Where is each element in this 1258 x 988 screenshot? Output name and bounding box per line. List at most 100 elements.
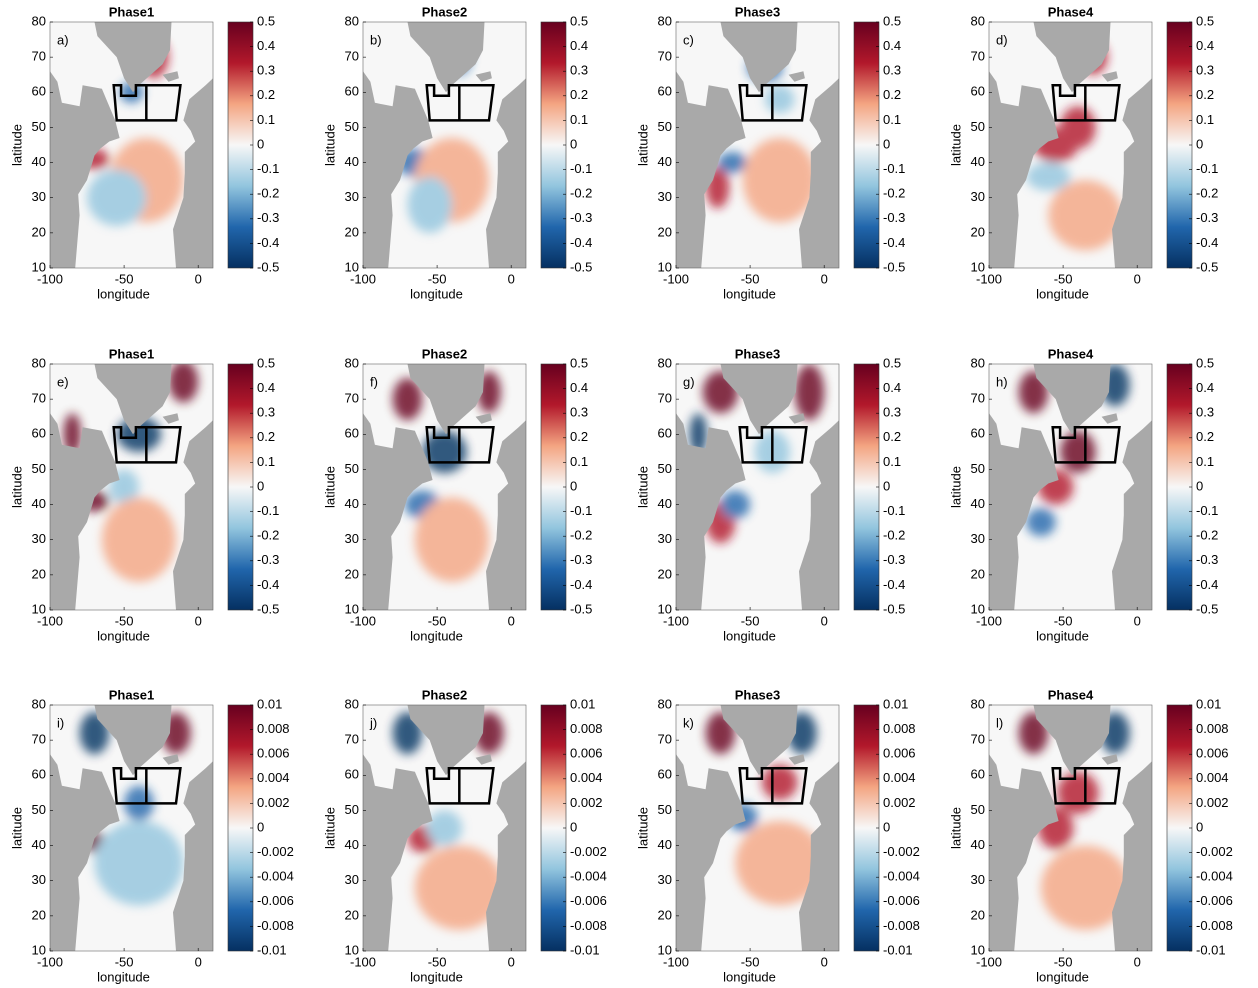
y-tick-label: 50 — [658, 461, 672, 476]
panel-label: f) — [370, 374, 378, 389]
y-tick-label: 60 — [32, 426, 46, 441]
land — [486, 78, 526, 268]
land — [94, 364, 172, 435]
x-tick-label: -50 — [1054, 271, 1073, 286]
colorbar-tick-label: 0.008 — [883, 721, 916, 736]
y-tick-label: 80 — [345, 355, 359, 370]
x-tick-label: -50 — [115, 613, 134, 628]
colorbar-tick-label: -0.1 — [1196, 161, 1218, 176]
colorbar-tick-label: 0.2 — [257, 87, 275, 102]
y-axis-label: latitude — [948, 124, 963, 166]
y-tick-label: 60 — [345, 84, 359, 99]
anomaly-blob — [1026, 508, 1056, 537]
y-tick-label: 50 — [32, 802, 46, 817]
land — [475, 71, 492, 82]
y-tick-label: 70 — [345, 732, 359, 747]
panel-title: Phase1 — [109, 4, 155, 19]
y-tick-label: 50 — [32, 119, 46, 134]
land — [173, 78, 213, 268]
x-tick-label: -50 — [741, 954, 760, 969]
y-tick-label: 60 — [32, 767, 46, 782]
y-tick-label: 50 — [658, 802, 672, 817]
y-tick-label: 20 — [345, 566, 359, 581]
y-tick-label: 40 — [971, 837, 985, 852]
land — [94, 22, 172, 93]
y-tick-label: 10 — [345, 942, 359, 957]
y-tick-label: 20 — [658, 224, 672, 239]
colorbar-tick-label: 0.2 — [570, 87, 588, 102]
colorbar-tick-label: -0.2 — [883, 528, 905, 543]
anomaly-blob — [414, 497, 489, 582]
y-tick-label: 80 — [32, 696, 46, 711]
map-panel: Phase4 h) 10 20 30 40 50 60 70 80 -100 -50 0 longitud… — [948, 346, 1218, 643]
region-box — [738, 84, 808, 122]
y-tick-label: 60 — [971, 84, 985, 99]
panel-label: c) — [683, 32, 694, 47]
colorbar-tick-label: -0.1 — [1196, 503, 1218, 518]
colorbar-tick-label: -0.5 — [883, 601, 905, 616]
land — [989, 754, 1059, 951]
map-panel: Phase1 e) 10 20 30 40 50 60 70 80 -100 -50 0 longitud… — [9, 346, 279, 643]
colorbar-tick-label: -0.3 — [1196, 210, 1218, 225]
colorbar-tick-label: 0 — [883, 136, 890, 151]
axes-frame — [675, 363, 840, 611]
x-tick-label: -100 — [663, 613, 689, 628]
axes-frame — [49, 704, 214, 952]
colorbar-tick-label: 0.3 — [883, 63, 901, 78]
colorbar-tick-label: 0.5 — [1196, 13, 1214, 28]
y-tick-label: 30 — [971, 872, 985, 887]
map-area — [676, 364, 839, 610]
map-panel: Phase1 i) 10 20 30 40 50 60 70 80 -100 -50 0 longitud… — [9, 687, 293, 984]
colorbar-tick-label: 0.008 — [1196, 721, 1229, 736]
land — [788, 754, 805, 765]
y-tick-label: 70 — [971, 391, 985, 406]
colorbar-tick-label: 0.3 — [257, 405, 275, 420]
y-axis-label: latitude — [322, 124, 337, 166]
colorbar-tick-label: -0.006 — [257, 893, 294, 908]
x-axis-label: longitude — [723, 286, 776, 301]
colorbar-tick-label: -0.2 — [570, 186, 592, 201]
x-axis-label: longitude — [1036, 286, 1089, 301]
colorbar-tick-label: -0.008 — [883, 918, 920, 933]
y-tick-label: 30 — [32, 872, 46, 887]
axes-frame — [988, 704, 1153, 952]
panel-label: e) — [57, 374, 69, 389]
colorbar-tick-label: -0.5 — [883, 259, 905, 274]
land — [676, 754, 746, 951]
axes-frame — [49, 363, 214, 611]
colorbar-tick-label: 0.01 — [883, 696, 908, 711]
colorbar-tick-label: 0.4 — [883, 38, 901, 53]
colorbar-tick-label: 0.3 — [1196, 63, 1214, 78]
y-axis-label: latitude — [9, 124, 24, 166]
region-box — [1051, 767, 1121, 805]
x-tick-label: -100 — [37, 954, 63, 969]
x-axis-label: longitude — [410, 628, 463, 643]
colorbar-tick-label: 0 — [570, 819, 577, 834]
colorbar-tick-label: 0 — [1196, 819, 1203, 834]
colorbar-tick-label: -0.1 — [257, 503, 279, 518]
anomaly-blob — [1040, 845, 1130, 930]
anomaly-blob — [1060, 106, 1096, 149]
anomaly-blob — [735, 820, 825, 906]
colorbar-tick-label: 0.5 — [257, 13, 275, 28]
map-panel: Phase2 f) 10 20 30 40 50 60 70 80 -100 -50 0 longitud… — [322, 346, 592, 643]
land — [407, 705, 485, 776]
colorbar-tick-label: 0.5 — [883, 13, 901, 28]
x-tick-label: 0 — [195, 271, 202, 286]
colorbar-tick-label: 0.004 — [1196, 770, 1229, 785]
colorbar-tick-label: 0.1 — [257, 112, 275, 127]
x-tick-label: 0 — [1134, 271, 1141, 286]
colorbar-tick-label: 0.002 — [257, 795, 290, 810]
region-box — [112, 426, 182, 464]
colorbar-tick-label: -0.002 — [883, 844, 920, 859]
colorbar-tick-label: 0.002 — [570, 795, 603, 810]
y-tick-label: 20 — [971, 566, 985, 581]
panel-label: k) — [683, 715, 694, 730]
colorbar-tick-label: -0.006 — [1196, 893, 1233, 908]
colorbar-tick-label: 0.5 — [570, 355, 588, 370]
x-tick-label: -50 — [741, 613, 760, 628]
land — [676, 413, 746, 610]
land — [486, 420, 526, 610]
y-tick-label: 10 — [971, 942, 985, 957]
anomaly-blob — [764, 85, 795, 114]
